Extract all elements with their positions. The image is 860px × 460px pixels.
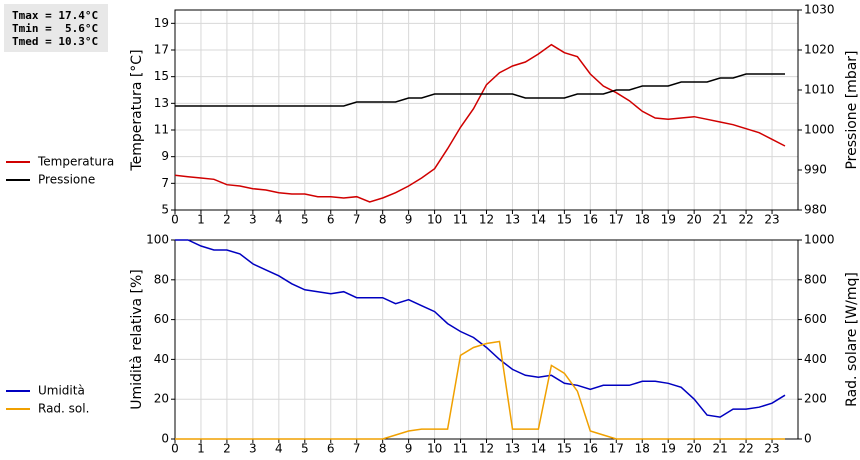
y-tick-label: 7 bbox=[161, 176, 169, 190]
y2-axis-label: Rad. solare [W/mq] bbox=[844, 272, 860, 407]
x-tick-label: 12 bbox=[479, 213, 494, 227]
legend-label: Rad. sol. bbox=[38, 402, 89, 416]
x-tick-label: 0 bbox=[171, 213, 179, 227]
series-line bbox=[175, 239, 786, 418]
stat-line: Tmed = 10.3°C bbox=[12, 35, 98, 48]
y-tick-label: 15 bbox=[154, 69, 169, 83]
y2-axis-label: Pressione [mbar] bbox=[844, 50, 860, 169]
x-tick-label: 5 bbox=[301, 213, 309, 227]
x-tick-label: 4 bbox=[275, 442, 283, 456]
series-line bbox=[175, 73, 785, 107]
y-tick-label: 20 bbox=[154, 392, 169, 406]
y-tick-label: 5 bbox=[161, 203, 169, 217]
y-tick-label: 0 bbox=[161, 432, 169, 446]
x-tick-label: 15 bbox=[557, 213, 572, 227]
x-tick-label: 16 bbox=[583, 213, 598, 227]
y2-tick-label: 1010 bbox=[804, 83, 835, 97]
x-tick-label: 20 bbox=[687, 213, 702, 227]
x-tick-label: 14 bbox=[531, 442, 546, 456]
x-tick-label: 4 bbox=[275, 213, 283, 227]
x-tick-label: 2 bbox=[223, 213, 231, 227]
plot-frame bbox=[174, 239, 799, 440]
stats-box bbox=[4, 4, 108, 52]
x-tick-label: 0 bbox=[171, 442, 179, 456]
y-tick-label: 11 bbox=[154, 123, 169, 137]
x-tick-label: 23 bbox=[764, 213, 779, 227]
x-tick-label: 1 bbox=[197, 442, 205, 456]
y-tick-label: 80 bbox=[154, 272, 169, 286]
x-tick-label: 8 bbox=[379, 442, 387, 456]
y-tick-label: 13 bbox=[154, 96, 169, 110]
y-tick-label: 40 bbox=[154, 352, 169, 366]
x-tick-label: 9 bbox=[405, 213, 413, 227]
y2-tick-label: 600 bbox=[804, 312, 827, 326]
x-tick-label: 20 bbox=[687, 442, 702, 456]
y2-tick-label: 1030 bbox=[804, 3, 835, 17]
y-tick-label: 17 bbox=[154, 43, 169, 57]
y2-tick-label: 200 bbox=[804, 392, 827, 406]
x-tick-label: 6 bbox=[327, 213, 335, 227]
series-line bbox=[174, 43, 786, 203]
legend-label: Umidità bbox=[38, 384, 85, 398]
x-tick-label: 5 bbox=[301, 442, 309, 456]
plot-frame bbox=[174, 9, 799, 211]
x-tick-label: 17 bbox=[609, 442, 624, 456]
x-tick-label: 15 bbox=[557, 442, 572, 456]
x-tick-label: 10 bbox=[427, 213, 442, 227]
x-tick-label: 12 bbox=[479, 442, 494, 456]
y2-tick-label: 400 bbox=[804, 352, 827, 366]
stat-line: Tmin = 5.6°C bbox=[12, 22, 98, 35]
x-tick-label: 10 bbox=[427, 442, 442, 456]
series-line bbox=[175, 340, 785, 440]
x-tick-label: 21 bbox=[712, 213, 727, 227]
y-tick-label: 60 bbox=[154, 312, 169, 326]
x-tick-label: 21 bbox=[712, 442, 727, 456]
y-axis-label: Temperatura [°C] bbox=[129, 49, 145, 171]
y2-tick-label: 1000 bbox=[804, 233, 835, 247]
y2-tick-label: 980 bbox=[804, 203, 827, 217]
x-tick-label: 7 bbox=[353, 442, 361, 456]
y-axis-label: Umidità relativa [%] bbox=[129, 269, 145, 410]
x-tick-label: 9 bbox=[405, 442, 413, 456]
x-tick-label: 13 bbox=[505, 213, 520, 227]
x-tick-label: 23 bbox=[764, 442, 779, 456]
stat-line: Tmax = 17.4°C bbox=[12, 9, 98, 22]
y-tick-label: 9 bbox=[161, 149, 169, 163]
x-tick-label: 6 bbox=[327, 442, 335, 456]
x-tick-label: 13 bbox=[505, 442, 520, 456]
x-tick-label: 3 bbox=[249, 213, 257, 227]
y2-tick-label: 1000 bbox=[804, 123, 835, 137]
x-tick-label: 18 bbox=[635, 213, 650, 227]
x-tick-label: 19 bbox=[661, 442, 676, 456]
x-tick-label: 22 bbox=[738, 442, 753, 456]
legend-label: Temperatura bbox=[37, 155, 114, 169]
x-tick-label: 22 bbox=[738, 213, 753, 227]
x-tick-label: 2 bbox=[223, 442, 231, 456]
y2-tick-label: 0 bbox=[804, 432, 812, 446]
x-tick-label: 8 bbox=[379, 213, 387, 227]
y2-tick-label: 1020 bbox=[804, 43, 835, 57]
x-tick-label: 11 bbox=[453, 213, 468, 227]
x-tick-label: 19 bbox=[661, 213, 676, 227]
y-tick-label: 100 bbox=[146, 233, 169, 247]
x-tick-label: 7 bbox=[353, 213, 361, 227]
x-tick-label: 14 bbox=[531, 213, 546, 227]
y-tick-label: 19 bbox=[154, 16, 169, 30]
x-tick-label: 16 bbox=[583, 442, 598, 456]
x-tick-label: 1 bbox=[197, 213, 205, 227]
legend-label: Pressione bbox=[38, 173, 95, 187]
x-tick-label: 17 bbox=[609, 213, 624, 227]
x-tick-label: 18 bbox=[635, 442, 650, 456]
x-tick-label: 3 bbox=[249, 442, 257, 456]
y2-tick-label: 800 bbox=[804, 272, 827, 286]
x-tick-label: 11 bbox=[453, 442, 468, 456]
y2-tick-label: 990 bbox=[804, 163, 827, 177]
